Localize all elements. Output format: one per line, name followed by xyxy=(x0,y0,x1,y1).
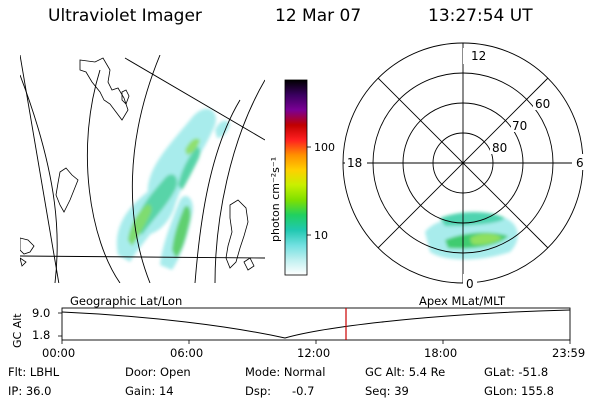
coastline xyxy=(55,167,79,213)
aurora-map-emission xyxy=(116,108,230,270)
time-tick-1800: 18:00 xyxy=(424,346,458,360)
coastline xyxy=(243,257,255,271)
dsp-value: -0.7 xyxy=(292,384,315,398)
colorbar-scale xyxy=(284,79,308,276)
lat-label-60: 60 xyxy=(535,97,550,111)
colorbar-tick-100: 100 xyxy=(314,141,335,154)
date-label: 12 Mar 07 xyxy=(275,6,362,26)
mlt-label-12: 12 xyxy=(471,49,486,63)
time-label: 13:27:54 UT xyxy=(428,6,533,26)
geographic-longitude: GLon: 155.8 xyxy=(484,384,554,398)
dsp-label: Dsp: xyxy=(245,384,272,398)
time-tick-2359: 23:59 xyxy=(552,346,586,360)
time-tick-0600: 06:00 xyxy=(170,346,204,360)
mlt-label-18: 18 xyxy=(347,156,362,170)
gain-value: Gain: 14 xyxy=(125,384,174,398)
aurora-polar-emission xyxy=(425,212,518,260)
altitude-plot: GC Alt xyxy=(11,307,571,348)
mlt-label-6: 6 xyxy=(576,156,584,170)
time-tick-1200: 12:00 xyxy=(297,346,331,360)
time-tick-0000: 00:00 xyxy=(42,346,76,360)
geographic-latitude: GLat: -51.8 xyxy=(484,365,549,379)
colorbar: 100 10 photon cm⁻²s⁻¹ xyxy=(269,79,335,276)
colorbar-tick-10: 10 xyxy=(314,229,328,242)
altitude-ylabel: GC Alt xyxy=(11,313,24,348)
gc-altitude: GC Alt: 5.4 Re xyxy=(365,365,446,379)
door-status: Door: Open xyxy=(125,365,191,379)
colorbar-unit-label: photon cm⁻²s⁻¹ xyxy=(269,157,282,242)
map-projection-label: Geographic Lat/Lon xyxy=(70,294,183,308)
coastline xyxy=(20,237,35,255)
altitude-tick-high: 9.0 xyxy=(32,306,51,320)
geographic-map xyxy=(20,55,265,283)
coastline xyxy=(79,57,129,121)
altitude-curve xyxy=(61,309,571,339)
coastline xyxy=(225,199,249,269)
altitude-tick-low: 1.8 xyxy=(32,328,51,342)
filter-value: Flt: LBHL xyxy=(8,365,60,379)
sequence-number: Seq: 39 xyxy=(365,384,409,398)
coastline xyxy=(121,89,130,105)
map-graticule xyxy=(20,55,265,283)
mode-value: Mode: Normal xyxy=(245,365,326,379)
lat-label-70: 70 xyxy=(512,119,527,133)
lat-label-80: 80 xyxy=(492,141,507,155)
coastline xyxy=(20,257,27,267)
mlt-label-0: 0 xyxy=(466,277,474,291)
polar-plot: 12 0 18 6 60 70 80 xyxy=(342,42,586,291)
instrument-title: Ultraviolet Imager xyxy=(48,6,202,26)
ip-value: IP: 36.0 xyxy=(8,384,52,398)
polar-projection-label: Apex MLat/MLT xyxy=(419,294,506,308)
